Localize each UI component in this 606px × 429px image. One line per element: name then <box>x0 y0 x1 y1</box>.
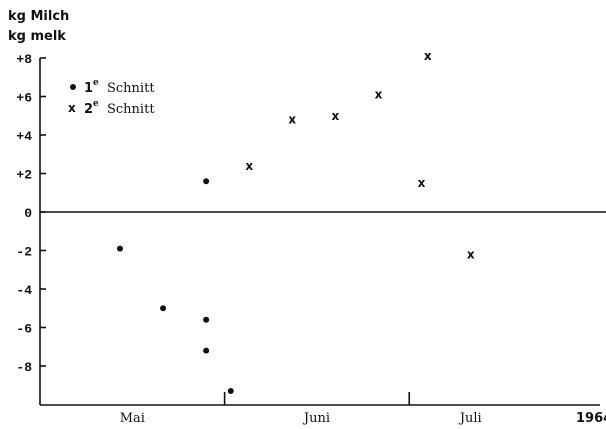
data-point-2e-schnitt: x <box>375 88 383 102</box>
legend-entry-2-sup: e <box>93 99 99 109</box>
y-tick-label: -2 <box>16 245 32 260</box>
data-point-1e-schnitt <box>117 245 123 252</box>
y-tick-label: +8 <box>16 52 32 67</box>
data-point-2e-schnitt: x <box>332 109 340 123</box>
y-axis-ticks: +8 +6 +4 +2 0 -2 -4 -6 -8 <box>16 52 46 375</box>
data-point-1e-schnitt <box>203 178 210 185</box>
data-point-2e-schnitt: x <box>245 159 253 173</box>
data-point-2e-schnitt: x <box>424 49 432 63</box>
y-tick-label: -8 <box>16 360 32 375</box>
y-axis-label-line-2: kg melk <box>8 29 66 44</box>
legend-dot-marker <box>70 84 76 90</box>
y-tick-label: 0 <box>24 206 32 221</box>
y-tick-label: +2 <box>16 168 32 183</box>
legend: 1 e Schnitt x 2 e Schnitt <box>68 78 155 117</box>
data-point-2e-schnitt: x <box>418 176 426 190</box>
y-tick-label: -4 <box>16 283 32 298</box>
legend-entry-1-number: 1 <box>84 81 93 96</box>
x-month-label: Mai <box>120 411 145 426</box>
data-point-1e-schnitt <box>227 388 234 395</box>
data-point-1e-schnitt <box>203 347 210 354</box>
x-axis-ticks: Mai Juni Juli <box>120 392 482 426</box>
y-axis-label-line-1: kg Milch <box>8 9 69 24</box>
y-tick-label: +4 <box>16 129 32 144</box>
legend-x-marker: x <box>68 101 76 115</box>
y-tick-label: +6 <box>16 91 32 106</box>
legend-entry-1-text: Schnitt <box>107 81 155 96</box>
x-month-label: Juni <box>302 411 330 426</box>
legend-entry-1-sup: e <box>93 78 99 88</box>
data-point-1e-schnitt <box>160 305 167 312</box>
year-label: 1964 <box>576 411 606 426</box>
y-tick-label: -6 <box>16 322 32 337</box>
data-point-2e-schnitt: x <box>467 247 475 261</box>
data-point-1e-schnitt <box>203 316 210 323</box>
legend-entry-2-number: 2 <box>84 102 93 117</box>
data-marks: x x x x x x x <box>117 49 475 395</box>
data-point-2e-schnitt: x <box>288 113 296 127</box>
legend-entry-2-text: Schnitt <box>107 102 155 117</box>
x-month-label: Juli <box>458 411 482 426</box>
